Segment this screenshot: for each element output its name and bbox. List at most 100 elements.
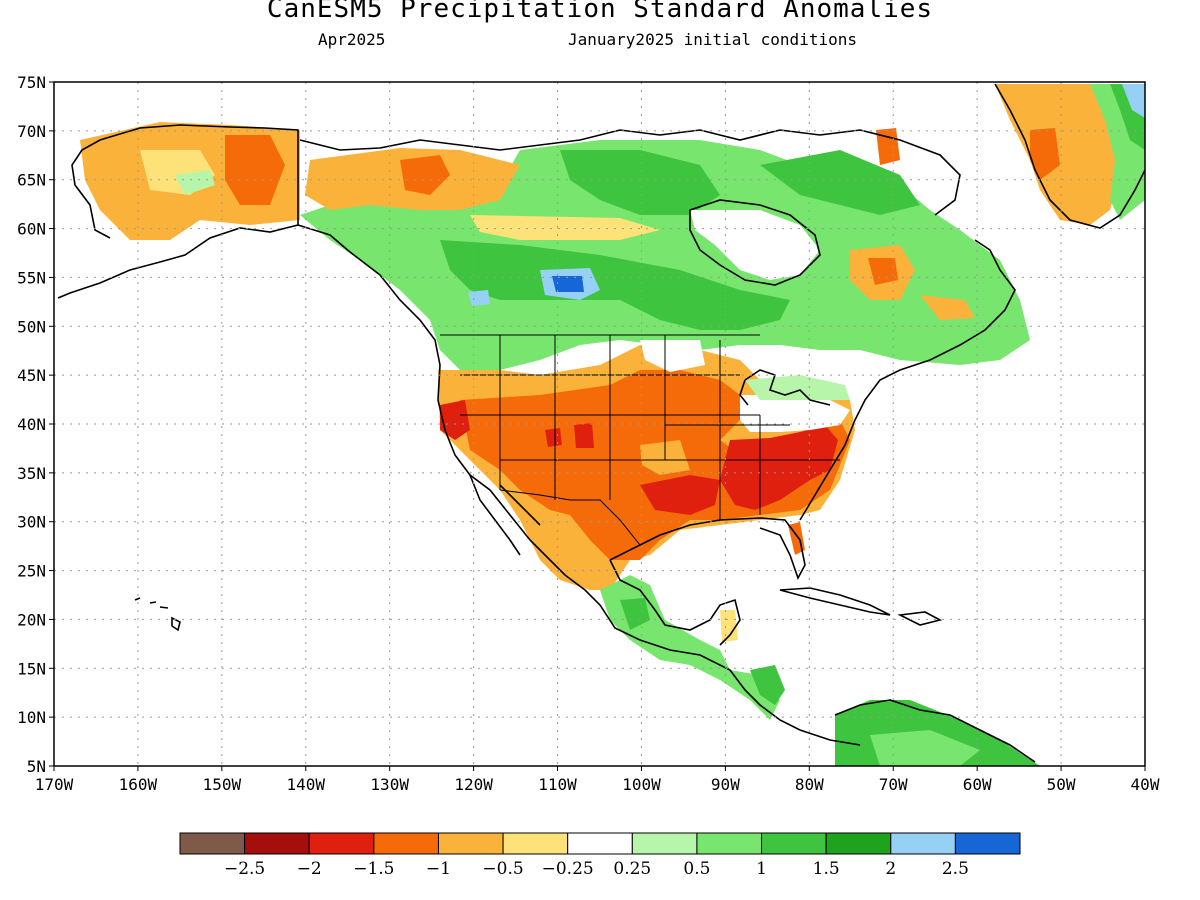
lon-tick-label: 90W (711, 775, 740, 794)
colorbar-swatch (179, 832, 246, 855)
greenland-core-dry (1030, 128, 1060, 180)
lat-tick-label: 10N (17, 708, 46, 727)
cuba (779, 587, 891, 616)
colorbar-label: 2.5 (942, 859, 969, 879)
lon-tick-label: 160W (119, 775, 158, 794)
colorbar-label: 0.25 (613, 859, 651, 879)
lon-tick-label: 120W (454, 775, 493, 794)
initial-conditions: January2025 initial conditions (568, 30, 857, 49)
lon-tick-label: 70W (879, 775, 908, 794)
colorbar-label: 2 (885, 859, 896, 879)
hispaniola (897, 611, 943, 626)
alaska-coast (57, 124, 299, 299)
colorbar-label: 0.5 (683, 859, 710, 879)
colorbar-swatch (954, 832, 1021, 855)
lat-tick-label: 65N (17, 171, 46, 190)
colorbar-swatch (308, 832, 375, 855)
east-coast (799, 239, 1016, 521)
latitude-axis: 75N 70N 65N 60N 55N 50N 45N 40N 35N 30N 25N 20N 15N 1… (17, 73, 54, 776)
colorbar-swatch (373, 832, 439, 855)
colorbar-swatch (567, 832, 633, 855)
texas-dry-core (640, 475, 720, 515)
baffin-dry (876, 128, 900, 165)
lon-tick-label: 100W (622, 775, 661, 794)
colorbar-swatch (761, 832, 827, 855)
yucatan-neutral (720, 610, 738, 642)
coastlines (57, 83, 1145, 763)
longitude-axis: 170W 160W 150W 140W 130W 120W 110W 100W 90W 80W 70… (35, 766, 1160, 794)
hudson-bay-coast (689, 199, 821, 286)
labrador-dry (920, 295, 975, 320)
lon-tick-label: 170W (35, 775, 74, 794)
hawaii (134, 597, 181, 632)
map-title: CanESM5 Precipitation Standard Anomalies (266, 0, 934, 24)
lat-tick-label: 5N (27, 757, 46, 776)
baja-peninsula (469, 474, 541, 556)
california-dry (440, 400, 470, 440)
lat-tick-label: 60N (17, 220, 46, 239)
canada-wet-strong (440, 240, 790, 330)
southeast-us-very-dry (720, 425, 838, 510)
colorbar-swatch (825, 832, 892, 855)
lat-tick-label: 35N (17, 464, 46, 483)
ne-canada-wet (760, 150, 920, 215)
colorbar-swatch (890, 832, 956, 855)
central-america-wet (750, 665, 785, 705)
colorbar-label: 1.5 (813, 859, 840, 879)
lon-tick-label: 150W (203, 775, 242, 794)
nevada-dry-spot (545, 428, 562, 447)
colorado-dry-spot (574, 423, 594, 448)
hudson-bay-neutral (690, 210, 820, 280)
mexico-wet-strong (620, 598, 650, 630)
lat-tick-label: 40N (17, 415, 46, 434)
gulf-coast (609, 517, 806, 646)
colorbar-label: −1.5 (353, 859, 394, 879)
colorbar: −2.5 −2 −1.5 −1 −0.5 −0.25 0.25 0.5 1 1.5 2 2.5 (179, 832, 1021, 879)
south-america-coast (834, 699, 1036, 763)
lat-tick-label: 50N (17, 317, 46, 336)
colorbar-label: 1 (756, 859, 767, 879)
lon-tick-label: 80W (795, 775, 824, 794)
west-coast (297, 224, 861, 746)
colorbar-swatch (437, 832, 504, 855)
hudson-wet-strong (560, 150, 720, 215)
anomaly-fields (57, 83, 1145, 766)
quebec-core-dry (868, 258, 898, 285)
colorbar-swatch (244, 832, 310, 855)
colorbar-label: −2 (297, 859, 322, 879)
gridlines (54, 82, 1145, 766)
alaska-core-dry (225, 135, 285, 205)
colorbar-swatch (631, 832, 698, 855)
lon-tick-label: 110W (538, 775, 577, 794)
nwt-very-dry (400, 155, 450, 195)
lat-tick-label: 45N (17, 366, 46, 385)
lat-tick-label: 70N (17, 122, 46, 141)
colorbar-swatch (502, 832, 569, 855)
lat-tick-label: 20N (17, 610, 46, 629)
us-mexico-border (499, 489, 641, 546)
great-lakes (739, 369, 831, 406)
lat-tick-label: 15N (17, 659, 46, 678)
lon-tick-label: 50W (1047, 775, 1076, 794)
lon-tick-label: 130W (370, 775, 409, 794)
lat-tick-label: 75N (17, 73, 46, 92)
lon-tick-label: 60W (963, 775, 992, 794)
south-america-light-wet (870, 730, 980, 766)
colorbar-label: −2.5 (224, 859, 265, 879)
colorbar-swatch (696, 832, 763, 855)
greenland-very-wet (1122, 84, 1145, 118)
lon-tick-label: 140W (287, 775, 326, 794)
lat-tick-label: 30N (17, 513, 46, 532)
prairie-very-wet (552, 276, 584, 292)
ohio-valley-neutral (740, 395, 850, 432)
forecast-month: Apr2025 (318, 30, 386, 49)
colorbar-label: −0.25 (542, 859, 594, 879)
lat-tick-label: 25N (17, 562, 46, 581)
alaska-wet-patch (175, 170, 215, 195)
lake-winnipeg-blue (468, 290, 490, 306)
plains-neutral (640, 340, 705, 372)
lat-tick-label: 55N (17, 268, 46, 287)
arctic-coast (299, 129, 961, 216)
great-lakes-wet (745, 375, 850, 400)
